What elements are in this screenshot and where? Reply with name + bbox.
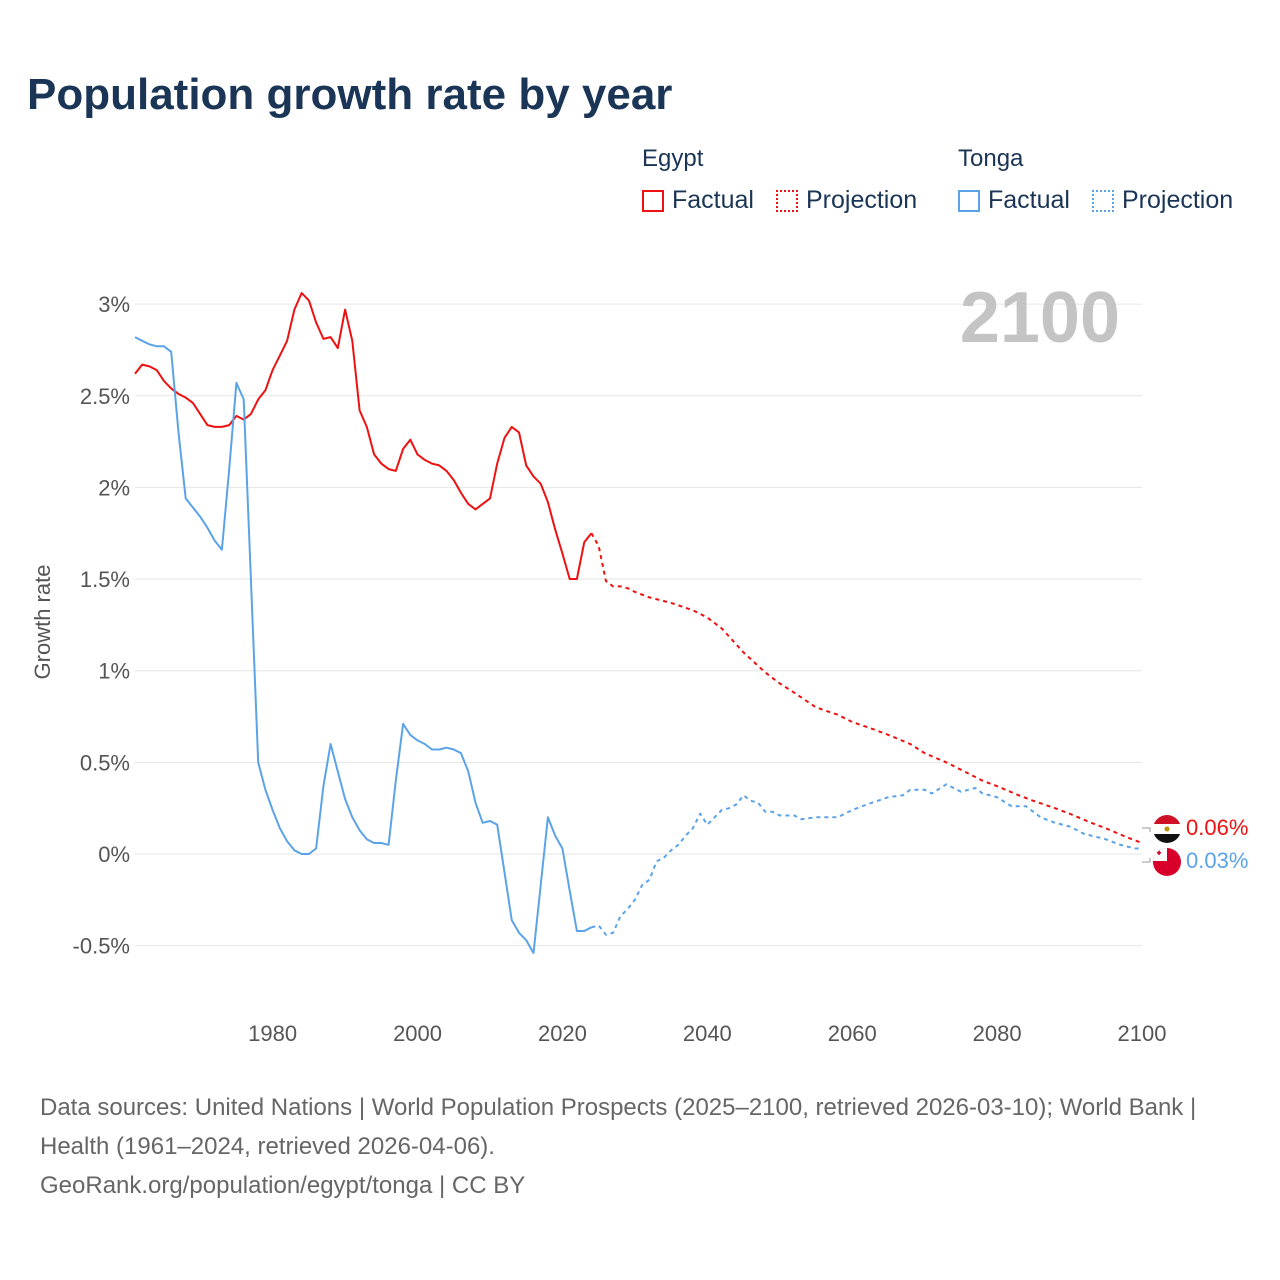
year-watermark: 2100 xyxy=(960,278,1120,358)
y-tick-label: -0.5% xyxy=(73,934,130,959)
x-tick-label: 2080 xyxy=(973,1021,1022,1046)
legend-tonga-projection[interactable]: Projection xyxy=(1092,186,1233,215)
legend-group-tonga: Tonga xyxy=(958,145,1024,172)
series-tonga-projection xyxy=(591,783,1142,936)
legend-swatch-solid-icon xyxy=(642,189,664,212)
x-tick-label: 2100 xyxy=(1118,1021,1167,1046)
y-tick-label: 1% xyxy=(98,659,130,684)
egypt-flag-icon xyxy=(1153,815,1181,843)
x-tick-label: 2020 xyxy=(538,1021,587,1046)
x-tick-label: 2000 xyxy=(393,1021,442,1046)
y-tick-label: 1.5% xyxy=(80,567,130,592)
legend-label: Factual xyxy=(672,186,754,214)
series-tonga-factual xyxy=(134,336,592,954)
x-tick-label: 2060 xyxy=(828,1021,877,1046)
tonga-end-value: 0.03% xyxy=(1186,848,1248,873)
y-tick-label: 2.5% xyxy=(80,384,130,409)
legend-swatch-dotted-icon xyxy=(1092,189,1114,212)
legend-label: Projection xyxy=(806,186,918,214)
attribution-link[interactable]: GeoRank.org/population/egypt/tonga | CC … xyxy=(40,1172,526,1199)
egypt-end-value: 0.06% xyxy=(1186,815,1248,840)
tonga-flag-icon xyxy=(1153,848,1181,876)
legend-egypt-factual[interactable]: Factual xyxy=(642,186,754,215)
chart-title: Population growth rate by year xyxy=(27,70,673,119)
y-tick-label: 0.5% xyxy=(80,750,130,775)
footer: Data sources: United Nations | World Pop… xyxy=(40,1088,1240,1205)
series-egypt-projection xyxy=(590,532,1143,844)
x-tick-label: 2040 xyxy=(683,1021,732,1046)
legend-egypt-projection[interactable]: Projection xyxy=(776,186,917,215)
y-axis-label: Growth rate xyxy=(30,565,55,680)
x-tick-label: 1980 xyxy=(248,1021,297,1046)
data-sources: Data sources: United Nations | World Pop… xyxy=(40,1094,1197,1160)
legend-group-egypt: Egypt xyxy=(642,145,704,172)
y-tick-label: 3% xyxy=(98,292,130,317)
legend-label: Projection xyxy=(1122,186,1234,214)
legend-label: Factual xyxy=(988,186,1070,214)
y-tick-label: 0% xyxy=(98,842,130,867)
legend-swatch-solid-icon xyxy=(958,189,980,212)
legend-swatch-dotted-icon xyxy=(776,189,798,212)
line-chart: 2100 Growth rate -0.5% 0% 0.5% 1% 1.5% 2% 2.5%… xyxy=(30,278,1248,1046)
y-tick-label: 2% xyxy=(98,475,130,500)
legend-tonga-factual[interactable]: Factual xyxy=(958,186,1070,215)
series-egypt-factual xyxy=(134,292,593,580)
